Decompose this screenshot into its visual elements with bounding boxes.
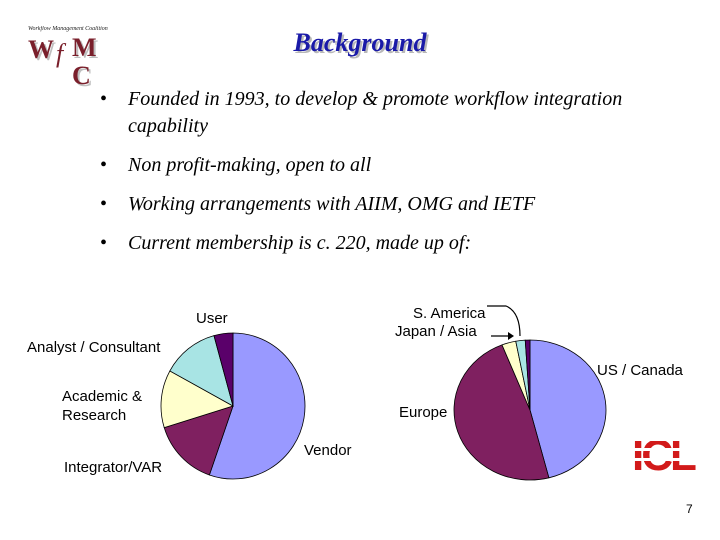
icl-logo: ICL [632,431,712,476]
leader-arrow [508,332,514,340]
pie-slice [453,344,550,481]
label-us-canada: US / Canada [597,362,683,379]
svg-text:f: f [56,39,67,68]
label-academic-research-line2: Research [62,407,127,424]
pie-slice [160,370,235,429]
pie-slice [213,332,234,407]
label-user: User [196,310,228,327]
bullet-item: Founded in 1993, to develop & promote wo… [98,86,698,140]
svg-text:W: W [28,35,54,64]
svg-text:W: W [30,37,56,66]
bullet-list: Founded in 1993, to develop & promote wo… [98,86,698,257]
label-vendor: Vendor [304,442,352,459]
pie-slice [524,339,531,411]
svg-text:C: C [72,61,91,88]
bullet-item: Current membership is c. 220, made up of… [98,230,698,257]
label-s-america: S. America [413,305,486,322]
slide-title: Background [293,28,427,57]
pie-slice [529,339,607,479]
label-integrator-var: Integrator/VAR [64,459,163,476]
pie-slice [163,405,234,476]
label-europe: Europe [399,404,448,421]
bullet-item: Working arrangements with AIIM, OMG and … [98,191,698,218]
label-analyst-consultant: Analyst / Consultant [27,339,161,356]
leader-line-s-america [487,305,521,337]
wfmc-logo-mark: W W f M M C C [28,34,99,88]
svg-text:M: M [74,35,99,64]
pie-chart-left [160,332,306,480]
label-academic-research-line1: Academic & [62,388,143,405]
pie-slice [169,335,234,407]
icl-logo-text: ICL [632,431,696,476]
bullet-item: Non profit-making, open to all [98,152,698,179]
page-number: 7 [686,502,693,516]
svg-text:C: C [74,63,93,88]
label-japan-asia: Japan / Asia [395,323,477,340]
wfmc-logo: Workflow Management Coalition W W f M M … [28,26,114,88]
pie-chart-right [453,339,607,481]
logo-tagline: Workflow Management Coalition [28,26,108,32]
svg-text:M: M [72,34,97,62]
